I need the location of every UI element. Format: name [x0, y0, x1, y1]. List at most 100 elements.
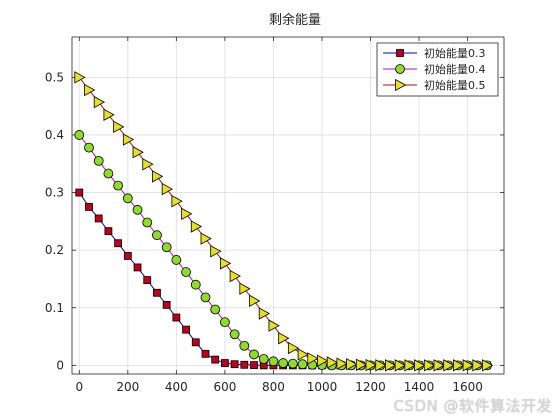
data-point — [210, 304, 221, 315]
data-point — [153, 288, 161, 297]
data-point — [287, 358, 298, 369]
series-1 — [75, 188, 491, 370]
tick-label-x: 1200 — [355, 380, 386, 394]
tick-label-x: 600 — [213, 380, 236, 394]
data-point — [181, 207, 193, 221]
data-point — [462, 359, 474, 372]
data-point — [123, 252, 132, 260]
data-point — [220, 359, 229, 367]
data-point — [414, 359, 426, 372]
legend-label: 初始能量0.3 — [424, 46, 486, 60]
data-point — [143, 276, 152, 285]
data-point — [219, 257, 232, 270]
data-point — [84, 142, 94, 153]
data-point — [114, 239, 123, 248]
legend-marker — [395, 78, 407, 92]
data-point — [297, 348, 309, 361]
data-point — [161, 182, 173, 196]
data-point — [74, 130, 85, 140]
legend-label: 初始能量0.5 — [424, 78, 486, 92]
data-point — [268, 356, 279, 367]
plot-frame — [71, 36, 505, 375]
data-point — [190, 220, 203, 233]
tick-label-y: 0.2 — [45, 243, 64, 257]
data-point — [258, 307, 271, 320]
legend-marker — [396, 49, 404, 57]
data-point — [385, 359, 397, 372]
data-point — [132, 204, 143, 215]
series-line — [78, 77, 488, 366]
data-point — [326, 356, 339, 369]
data-point — [219, 317, 230, 328]
data-point — [142, 158, 154, 171]
data-point — [317, 354, 329, 367]
chart-title: 剩余能量 — [269, 12, 321, 28]
data-point — [75, 188, 84, 197]
data-point — [142, 217, 153, 228]
data-point — [161, 242, 172, 253]
data-point — [190, 279, 201, 290]
data-point — [250, 361, 258, 369]
legend-item: 初始能量0.5 — [383, 78, 486, 92]
data-point — [84, 83, 96, 97]
tick-label-x: 1600 — [452, 380, 483, 394]
data-point — [336, 357, 348, 370]
data-point — [152, 230, 162, 241]
tick-label-y: 0.3 — [45, 186, 64, 200]
tick-label-y: 0.5 — [45, 70, 64, 84]
tick-label-x: 200 — [116, 380, 139, 394]
data-point — [240, 360, 249, 369]
data-point — [229, 329, 240, 340]
data-point — [423, 359, 436, 372]
data-point — [133, 263, 142, 272]
data-point — [278, 358, 289, 368]
data-point — [472, 359, 484, 372]
data-point — [200, 232, 212, 245]
data-point — [191, 338, 200, 347]
data-point — [113, 120, 125, 134]
data-point — [307, 352, 319, 365]
tick-label-x: 400 — [165, 380, 188, 394]
data-point — [355, 358, 368, 371]
legend: 初始能量0.3 初始能量0.4 初始能量0.5 — [376, 42, 499, 97]
data-point — [103, 168, 114, 179]
data-point — [268, 319, 280, 332]
tick-label-y: 0 — [56, 358, 64, 372]
series-3 — [74, 71, 494, 372]
data-point — [122, 193, 133, 204]
data-point — [122, 133, 135, 146]
data-point — [482, 359, 494, 372]
legend-item: 初始能量0.4 — [383, 62, 486, 76]
watermark: CSDN @软件算法开发 — [393, 397, 552, 415]
tick-label-y: 0.4 — [45, 128, 64, 142]
data-point — [229, 269, 241, 283]
series-2 — [74, 130, 492, 371]
data-point — [103, 108, 115, 121]
data-point — [171, 195, 183, 208]
data-point — [171, 255, 182, 265]
data-point — [74, 71, 86, 84]
data-point — [287, 341, 300, 355]
data-point — [211, 355, 220, 364]
data-point — [258, 354, 269, 364]
data-point — [201, 349, 210, 358]
data-point — [104, 227, 113, 236]
data-point — [162, 300, 171, 309]
data-point — [443, 359, 455, 372]
ticks: 0 200 400 600 800 1000 1200 1400 1600 0 0.1 0.2 0.3 0… — [45, 37, 504, 394]
tick-label-x: 800 — [262, 380, 285, 394]
data-point — [239, 340, 250, 351]
data-point — [278, 332, 290, 345]
data-point — [132, 146, 144, 159]
tick-label-x: 1000 — [307, 380, 338, 394]
data-point — [230, 360, 239, 369]
data-point — [182, 325, 190, 334]
data-point — [433, 359, 445, 372]
tick-label-y: 0.1 — [45, 301, 64, 315]
data-point — [200, 292, 211, 303]
data-point — [113, 180, 124, 191]
tick-label-x: 1400 — [404, 380, 435, 394]
data-point — [346, 358, 358, 371]
data-point — [394, 359, 406, 372]
data-point — [365, 358, 377, 372]
